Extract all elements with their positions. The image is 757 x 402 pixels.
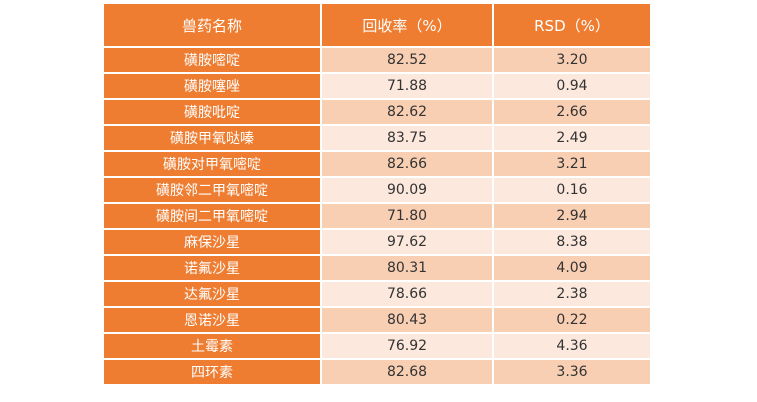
drug-name-cell: 诺氟沙星: [104, 256, 320, 280]
recovery-cell: 82.62: [322, 100, 492, 124]
table-row: 磺胺嘧啶 82.52 3.20: [104, 48, 650, 72]
drug-name-cell: 麻保沙星: [104, 230, 320, 254]
table-row: 麻保沙星 97.62 8.38: [104, 230, 650, 254]
table-body: 磺胺嘧啶 82.52 3.20 磺胺噻唑 71.88 0.94 磺胺吡啶 82.…: [104, 48, 650, 384]
rsd-cell: 0.22: [494, 308, 650, 332]
recovery-cell: 80.43: [322, 308, 492, 332]
table-row: 土霉素 76.92 4.36: [104, 334, 650, 358]
header-rsd: RSD（%）: [494, 4, 650, 46]
recovery-cell: 71.88: [322, 74, 492, 98]
table-row: 诺氟沙星 80.31 4.09: [104, 256, 650, 280]
header-drug-name: 兽药名称: [104, 4, 320, 46]
recovery-table-container: 兽药名称 回收率（%） RSD（%） 磺胺嘧啶 82.52 3.20 磺胺噻唑 …: [102, 2, 650, 386]
table-row: 磺胺吡啶 82.62 2.66: [104, 100, 650, 124]
drug-name-cell: 磺胺噻唑: [104, 74, 320, 98]
recovery-cell: 82.66: [322, 152, 492, 176]
drug-name-cell: 恩诺沙星: [104, 308, 320, 332]
drug-name-cell: 磺胺吡啶: [104, 100, 320, 124]
rsd-cell: 3.20: [494, 48, 650, 72]
table-row: 磺胺邻二甲氧嘧啶 90.09 0.16: [104, 178, 650, 202]
rsd-cell: 8.38: [494, 230, 650, 254]
recovery-cell: 71.80: [322, 204, 492, 228]
recovery-cell: 97.62: [322, 230, 492, 254]
rsd-cell: 0.16: [494, 178, 650, 202]
header-recovery: 回收率（%）: [322, 4, 492, 46]
rsd-cell: 3.21: [494, 152, 650, 176]
table-row: 磺胺噻唑 71.88 0.94: [104, 74, 650, 98]
recovery-cell: 82.52: [322, 48, 492, 72]
drug-name-cell: 磺胺间二甲氧嘧啶: [104, 204, 320, 228]
drug-name-cell: 达氟沙星: [104, 282, 320, 306]
rsd-cell: 2.66: [494, 100, 650, 124]
recovery-cell: 82.68: [322, 360, 492, 384]
drug-name-cell: 磺胺甲氧哒嗪: [104, 126, 320, 150]
drug-name-cell: 磺胺对甲氧嘧啶: [104, 152, 320, 176]
table-row: 达氟沙星 78.66 2.38: [104, 282, 650, 306]
rsd-cell: 4.09: [494, 256, 650, 280]
rsd-cell: 2.38: [494, 282, 650, 306]
recovery-cell: 80.31: [322, 256, 492, 280]
rsd-cell: 4.36: [494, 334, 650, 358]
table-row: 磺胺间二甲氧嘧啶 71.80 2.94: [104, 204, 650, 228]
recovery-cell: 78.66: [322, 282, 492, 306]
recovery-cell: 90.09: [322, 178, 492, 202]
rsd-cell: 2.94: [494, 204, 650, 228]
table-row: 磺胺甲氧哒嗪 83.75 2.49: [104, 126, 650, 150]
recovery-table: 兽药名称 回收率（%） RSD（%） 磺胺嘧啶 82.52 3.20 磺胺噻唑 …: [102, 2, 652, 386]
table-row: 四环素 82.68 3.36: [104, 360, 650, 384]
drug-name-cell: 四环素: [104, 360, 320, 384]
table-row: 恩诺沙星 80.43 0.22: [104, 308, 650, 332]
rsd-cell: 0.94: [494, 74, 650, 98]
rsd-cell: 3.36: [494, 360, 650, 384]
drug-name-cell: 土霉素: [104, 334, 320, 358]
recovery-cell: 83.75: [322, 126, 492, 150]
table-row: 磺胺对甲氧嘧啶 82.66 3.21: [104, 152, 650, 176]
table-header-row: 兽药名称 回收率（%） RSD（%）: [104, 4, 650, 46]
drug-name-cell: 磺胺邻二甲氧嘧啶: [104, 178, 320, 202]
recovery-cell: 76.92: [322, 334, 492, 358]
drug-name-cell: 磺胺嘧啶: [104, 48, 320, 72]
rsd-cell: 2.49: [494, 126, 650, 150]
